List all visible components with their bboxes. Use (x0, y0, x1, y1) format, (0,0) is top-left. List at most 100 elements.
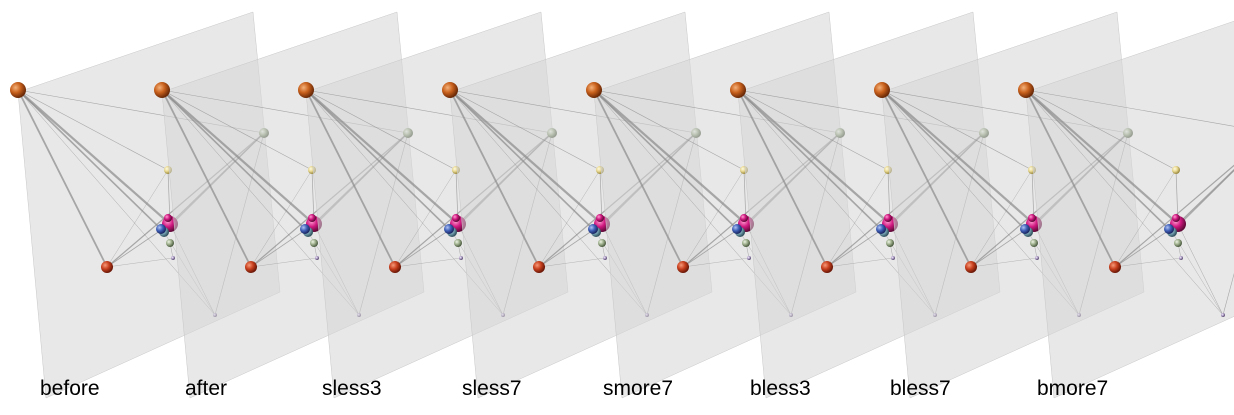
node (730, 82, 746, 98)
edge (826, 169, 889, 268)
edge (394, 169, 457, 268)
edge (970, 169, 1033, 268)
node (598, 239, 606, 247)
edge (106, 257, 174, 268)
node (747, 256, 751, 260)
panel-label: before (40, 377, 100, 400)
node (588, 224, 598, 234)
edge (970, 257, 1038, 268)
edge (1025, 89, 1116, 268)
node (171, 256, 175, 260)
edge (106, 169, 169, 268)
edge (1025, 89, 1177, 171)
node (298, 82, 314, 98)
node (315, 256, 319, 260)
panel-label: bless7 (890, 377, 951, 400)
edge (737, 89, 885, 233)
edge (593, 89, 741, 233)
edge (1114, 169, 1177, 268)
edge (881, 89, 972, 268)
edge (593, 89, 745, 171)
node (1164, 224, 1174, 234)
edge (449, 89, 603, 225)
node (891, 256, 895, 260)
node (884, 214, 892, 222)
plane (1025, 20, 1234, 399)
panel-label: bmore7 (1037, 377, 1108, 400)
edge (161, 89, 313, 171)
node (459, 256, 463, 260)
node (300, 224, 310, 234)
edge (881, 89, 1033, 171)
edge (826, 257, 894, 268)
node (1221, 313, 1225, 317)
node (1172, 166, 1180, 174)
edge (1025, 89, 1224, 316)
node (1030, 239, 1038, 247)
node (1020, 224, 1030, 234)
edge (682, 257, 750, 268)
edge (1177, 223, 1224, 316)
edge (161, 89, 315, 225)
node (533, 261, 545, 273)
edge (17, 89, 165, 233)
node (245, 261, 257, 273)
edge (538, 169, 601, 268)
edge (449, 89, 601, 171)
node (154, 82, 170, 98)
edge (737, 89, 828, 268)
edge (737, 89, 889, 171)
node (874, 82, 890, 98)
edge (682, 169, 745, 268)
node (101, 261, 113, 273)
edge (305, 89, 453, 233)
edge (394, 257, 462, 268)
panel-label: bless3 (750, 377, 811, 400)
node (740, 214, 748, 222)
node (454, 239, 462, 247)
edge (161, 89, 252, 268)
edge (538, 257, 606, 268)
edge (1171, 169, 1234, 233)
node (389, 261, 401, 273)
edge (1025, 89, 1173, 233)
panels (10, 11, 1234, 399)
edge (737, 89, 891, 225)
edge (1222, 272, 1234, 316)
node (1172, 214, 1180, 222)
edge (881, 89, 1035, 225)
panel (1018, 20, 1234, 399)
node (965, 261, 977, 273)
edge (305, 89, 396, 268)
edge (305, 89, 459, 225)
node (166, 239, 174, 247)
edge (449, 89, 540, 268)
edge (1114, 257, 1182, 268)
node (677, 261, 689, 273)
node (742, 239, 750, 247)
panel-label: after (185, 377, 227, 400)
node (442, 82, 458, 98)
edge (1025, 89, 1234, 127)
node (732, 224, 742, 234)
node (886, 239, 894, 247)
node (156, 224, 166, 234)
edge (1114, 164, 1234, 268)
panel-label: sless3 (322, 377, 382, 400)
node (876, 224, 886, 234)
node (603, 256, 607, 260)
node (586, 82, 602, 98)
edge (17, 89, 169, 171)
edge (305, 89, 457, 171)
panel-label: smore7 (603, 377, 673, 400)
node (1018, 82, 1034, 98)
edge (250, 169, 313, 268)
edge (1025, 89, 1179, 225)
node (821, 261, 833, 273)
node (1174, 239, 1182, 247)
node (1179, 256, 1183, 260)
node (1028, 214, 1036, 222)
node (310, 239, 318, 247)
edge (593, 89, 747, 225)
